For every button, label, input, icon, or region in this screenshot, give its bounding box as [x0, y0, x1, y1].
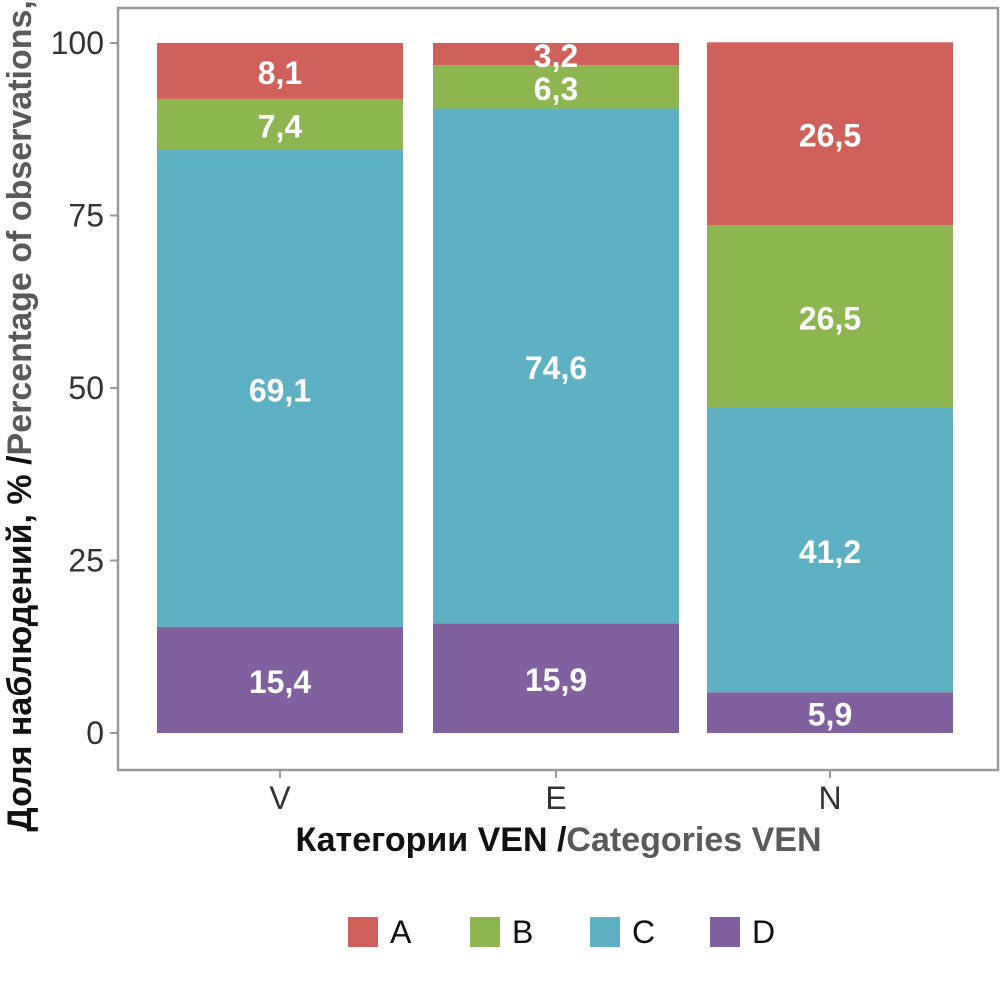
legend-label-b: B — [512, 913, 534, 950]
x-tick-label-n: N — [818, 780, 841, 816]
legend-key-c — [590, 917, 620, 947]
y-axis-title: Доля наблюдений, % / Percentage of obser… — [0, 0, 40, 832]
y-tick-label: 50 — [68, 370, 104, 406]
data-label-b-n: 26,5 — [799, 301, 861, 337]
legend-label-a: A — [390, 913, 412, 950]
data-label-d-v: 15,4 — [249, 664, 311, 700]
data-label-a-e: 3,2 — [534, 38, 578, 74]
bar-segment-a-n — [707, 42, 953, 226]
data-label-c-n: 41,2 — [799, 534, 861, 570]
bar-segment-a-v — [157, 43, 403, 99]
y-axis-title-en: Percentage of observations, % — [0, 0, 39, 456]
y-tick-label: 75 — [68, 198, 104, 234]
x-tick-label-e: E — [545, 780, 566, 816]
legend-key-d — [710, 917, 740, 947]
data-label-a-v: 8,1 — [258, 55, 302, 91]
legend-key-b — [470, 917, 500, 947]
legend: A B C D — [0, 908, 1000, 956]
data-label-c-v: 69,1 — [249, 372, 311, 408]
data-label-d-e: 15,9 — [525, 662, 587, 698]
legend-label-d: D — [752, 913, 776, 950]
data-label-b-e: 6,3 — [534, 71, 578, 107]
y-tick-label: 0 — [86, 715, 104, 751]
bar-segment-b-e — [433, 65, 679, 109]
x-axis-title: Категории VEN / Categories VEN — [118, 818, 999, 862]
y-tick-label: 100 — [51, 25, 104, 61]
bar-segment-b-v — [157, 98, 403, 150]
bar-segment-d-e — [433, 623, 679, 733]
x-axis-title-en: Categories VEN — [566, 820, 822, 859]
bar-segment-c-e — [433, 108, 679, 624]
bar-segment-a-e — [433, 43, 679, 66]
bar-segment-c-n — [707, 408, 953, 693]
x-axis-title-ru: Категории VEN / — [295, 820, 567, 859]
data-label-a-n: 26,5 — [799, 118, 861, 154]
bar-segment-d-v — [157, 626, 403, 733]
legend-item-d: D — [710, 908, 775, 956]
legend-label-c: C — [632, 913, 656, 950]
data-label-d-n: 5,9 — [808, 697, 852, 733]
data-label-c-e: 74,6 — [525, 350, 587, 386]
legend-key-a — [348, 917, 378, 947]
x-tick-label-v: V — [269, 780, 291, 816]
bar-segment-c-v — [157, 149, 403, 627]
legend-item-a: A — [348, 908, 411, 956]
data-label-b-v: 7,4 — [258, 108, 303, 144]
y-axis-title-ru: Доля наблюдений, % / — [0, 455, 39, 832]
legend-item-b: B — [470, 908, 533, 956]
bar-segment-b-n — [707, 225, 953, 409]
legend-item-c: C — [590, 908, 655, 956]
y-tick-label: 25 — [68, 543, 104, 579]
bar-segment-d-n — [707, 692, 953, 733]
